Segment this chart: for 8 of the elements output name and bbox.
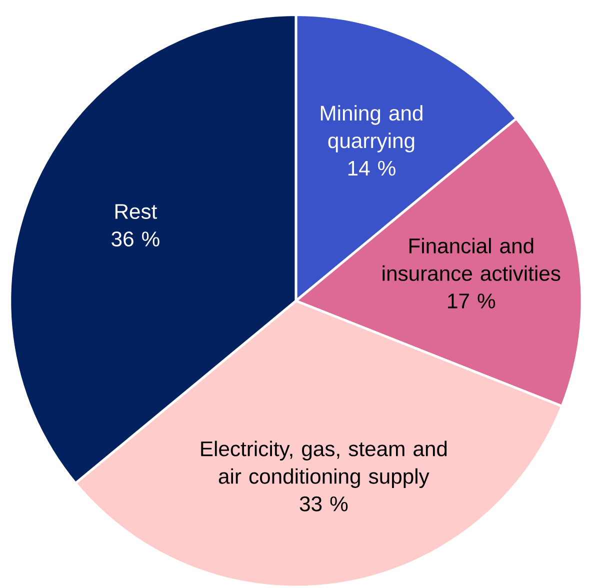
data-label: 36 % xyxy=(112,231,160,246)
slice-label: Financial and insurance activities xyxy=(382,238,560,281)
data-label: 17 % xyxy=(448,293,496,308)
slice-label: Electricity, gas, steam and air conditioning supply xyxy=(201,440,447,488)
slice-label: Mining and quarrying xyxy=(320,105,422,152)
data-label: 14 % xyxy=(348,160,396,176)
slice-label: Rest xyxy=(115,204,158,219)
data-label: 33 % xyxy=(300,496,348,512)
